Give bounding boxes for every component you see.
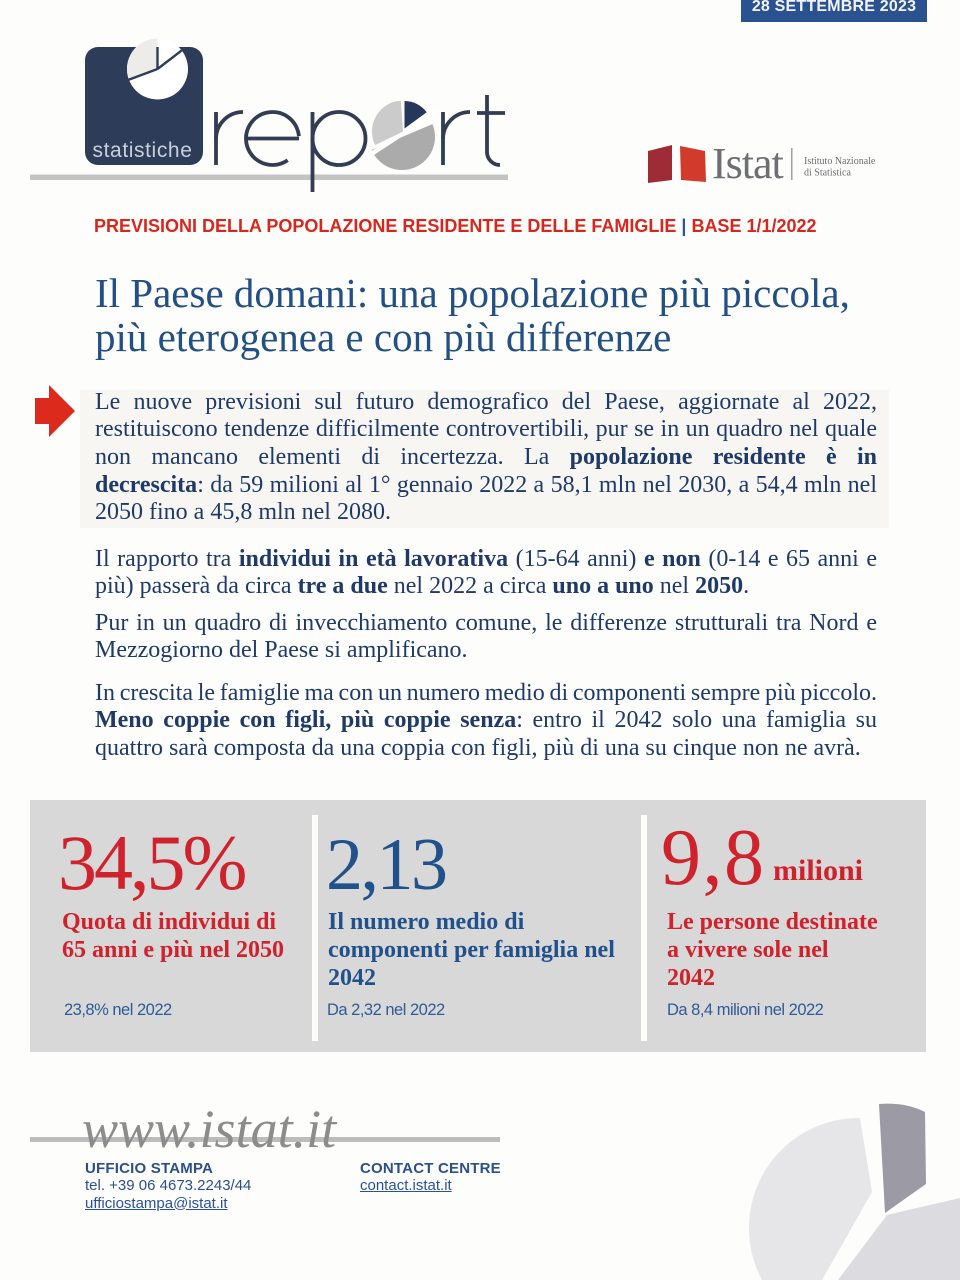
svg-text:Istat: Istat [712,139,784,188]
svg-text:statistiche: statistiche [93,139,193,162]
svg-text:Istituto Nazionale: Istituto Nazionale [804,156,876,167]
svg-text:di Statistica: di Statistica [804,168,852,179]
